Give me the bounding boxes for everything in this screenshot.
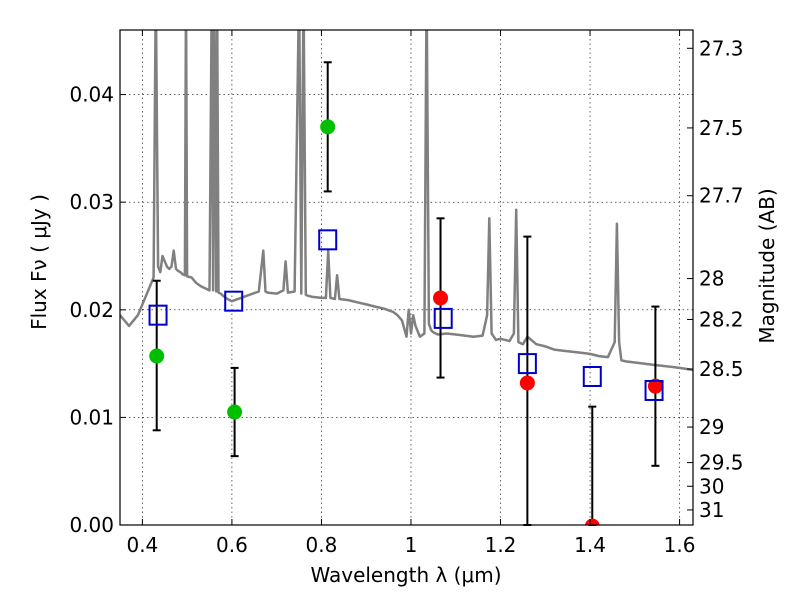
y-tick-label: 0.00 (69, 513, 114, 537)
photometry-point (320, 119, 336, 135)
x-tick-label: 0.4 (126, 533, 158, 557)
photometry-point (227, 404, 243, 420)
model-flux-square (433, 307, 453, 329)
y-tick-label: 0.04 (69, 83, 114, 107)
y-right-tick-label: 27.7 (699, 184, 744, 208)
model-flux-square (644, 379, 664, 401)
y-right-tick-label: 29 (699, 415, 724, 439)
y-axis-right-label: Magnitude (AB) (755, 188, 779, 343)
y-right-tick-label: 28.5 (699, 357, 744, 381)
markers (148, 119, 664, 525)
x-axis-label: Wavelength λ (μm) (310, 563, 501, 587)
plot-frame (119, 29, 694, 526)
axis-ticks: 0.4 0.6 0.8 1 1.2 1.4 1.6 0.00 0.01 0.02 0.03 0.04 2… (69, 30, 744, 557)
y-right-tick-label: 28.2 (699, 307, 744, 331)
x-tick-label: 1.6 (664, 533, 696, 557)
y-right-tick-label: 29.5 (699, 451, 744, 475)
photometry-point (149, 348, 165, 364)
model-flux-square (582, 366, 602, 387)
model-flux-square (318, 229, 338, 251)
photometry-point (647, 378, 663, 394)
model-spectrum-line (120, 30, 693, 372)
errorbars (152, 61, 660, 526)
photometry-point (584, 518, 600, 525)
y-right-tick-label: 30 (699, 474, 724, 498)
y-right-tick-label: 27.5 (699, 116, 744, 140)
y-tick-label: 0.01 (69, 405, 114, 429)
y-tick-label: 0.03 (69, 190, 114, 214)
y-right-tick-label: 31 (699, 498, 724, 522)
y-tick-label: 0.02 (69, 298, 114, 322)
photometry-point (433, 290, 449, 306)
x-tick-label: 1 (405, 533, 418, 557)
model-flux-square (148, 304, 168, 326)
plot-area (120, 30, 693, 372)
x-tick-label: 1.2 (485, 533, 517, 557)
grid (120, 30, 693, 526)
y-right-tick-label: 27.3 (699, 36, 744, 60)
y-axis-label: Flux Fν ( μJy ) (27, 194, 51, 330)
photometry-point (519, 375, 535, 391)
model-flux-square (517, 353, 537, 375)
x-tick-label: 0.8 (306, 533, 338, 557)
y-right-tick-label: 28 (699, 267, 724, 291)
x-tick-label: 1.4 (574, 533, 606, 557)
model-flux-square (224, 290, 244, 312)
x-tick-label: 0.6 (216, 533, 248, 557)
